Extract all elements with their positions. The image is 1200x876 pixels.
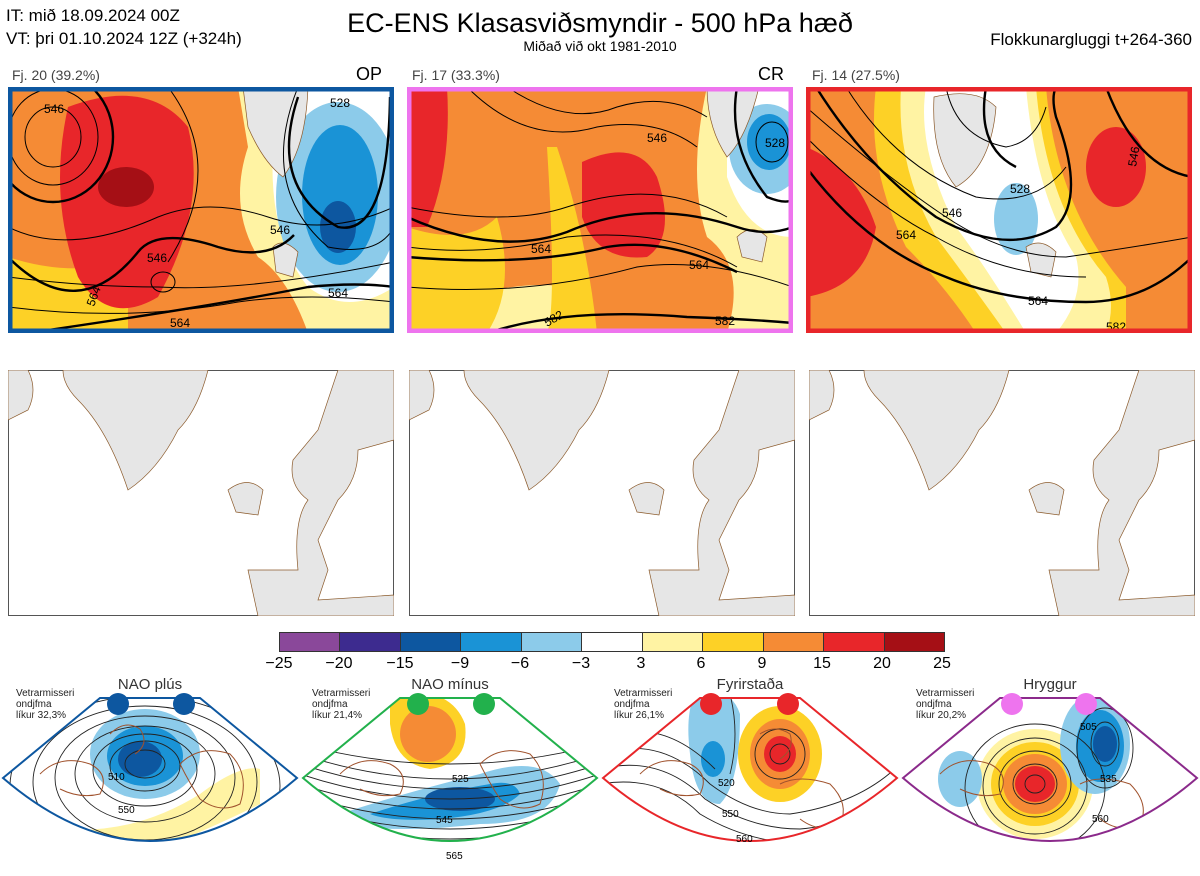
contour-label: 528 — [765, 136, 785, 150]
cluster-2-tag: CR — [758, 64, 784, 84]
colorbar-tick-label: 15 — [813, 655, 831, 672]
page-subtitle: Miðað við okt 1981-2010 — [523, 38, 677, 54]
contour-label: 564 — [84, 284, 104, 308]
cluster-2-map: 546 564 564 582 582 528 — [407, 87, 793, 333]
colorbar-tick-label: 6 — [696, 655, 706, 672]
colorbar-segment — [521, 633, 583, 651]
colorbar-segment — [824, 633, 885, 651]
cluster-3-caption: Fj. 14 (27.5%) — [812, 67, 900, 83]
contour-label: 546 — [1125, 145, 1142, 167]
regime-title: NAO plús — [117, 676, 183, 693]
contour-label: 528 — [1010, 182, 1030, 196]
regime-contour-label: 550 — [118, 805, 135, 816]
colorbar-tick-label: −6 — [510, 655, 530, 672]
regime-contour-label: 535 — [1100, 774, 1117, 785]
regime-contour-label: 520 — [718, 778, 735, 789]
colorbar-tick-label: −25 — [265, 655, 293, 672]
colorbar-tick-label: −20 — [325, 655, 353, 672]
classification-window: Flokkunargluggi t+264-360 — [990, 30, 1192, 49]
colorbar-segment — [461, 633, 522, 651]
base-map-3 — [809, 370, 1195, 616]
colorbar-segment — [340, 633, 401, 651]
contour-label: 546 — [942, 206, 962, 220]
colorbar-segment — [400, 633, 462, 651]
regime-nao-minus: 525 545 565 NAO mínus Vetrarmisseri ondjf… — [300, 674, 600, 871]
colorbar-segment — [280, 633, 341, 651]
regime-contour-label: 525 — [452, 774, 469, 785]
colorbar-segment — [763, 633, 825, 651]
contour-label: 564 — [689, 258, 709, 272]
regime-contour-label: 545 — [436, 815, 453, 826]
colorbar-tick-label: −15 — [386, 655, 414, 672]
regime-ridge: 505 535 560 Hryggur Vetrarmisseri ondjfma… — [900, 674, 1200, 871]
contour-label: 564 — [328, 286, 348, 300]
regime-contour-label: 565 — [446, 851, 463, 862]
contour-label: 546 — [147, 251, 167, 265]
colorbar-tick-label: 9 — [757, 655, 767, 672]
contour-label: 546 — [270, 223, 290, 237]
contour-label: 564 — [531, 242, 551, 256]
colorbar-segment — [884, 633, 944, 651]
cluster-3-map: 546 546 564 528 564 582 — [806, 87, 1192, 333]
regime-contour-label: 560 — [736, 834, 753, 845]
regime-note: Vetrarmisseri ondjfma líkur 20,2% — [916, 688, 975, 721]
colorbar-tick-label: −9 — [450, 655, 470, 672]
contour-label: 564 — [1028, 294, 1048, 308]
cluster-1-caption: Fj. 20 (39.2%) — [12, 67, 100, 83]
contour-label: 582 — [715, 314, 735, 328]
regime-title: NAO mínus — [411, 676, 489, 693]
contour-label: 528 — [330, 96, 350, 110]
cluster-1-map: 546 546 546 564 564 564 528 — [8, 87, 394, 333]
contour-label: 564 — [896, 228, 916, 242]
colorbar-tick-label: 20 — [873, 655, 891, 672]
regime-title: Hryggur — [1023, 676, 1077, 693]
contour-label: 546 — [44, 102, 64, 116]
regime-contour-label: 550 — [722, 809, 739, 820]
valid-time: VT: þri 01.10.2024 12Z (+324h) — [6, 29, 242, 48]
contour-label: 546 — [647, 131, 667, 145]
base-map-2 — [409, 370, 795, 616]
init-time: IT: mið 18.09.2024 00Z — [6, 6, 180, 25]
regime-blocking: 520 550 560 Fyrirstaða Vetrarmisseri ondj… — [600, 674, 900, 871]
contour-label: 564 — [170, 316, 190, 330]
header-info: IT: mið 18.09.2024 00Z VT: þri 01.10.202… — [6, 4, 242, 50]
regime-note: Vetrarmisseri ondjfma líkur 32,3% — [16, 688, 75, 721]
colorbar-segment — [703, 633, 764, 651]
cluster-1-tag: OP — [356, 64, 383, 84]
regime-contour-label: 505 — [1080, 722, 1097, 733]
colorbar-tick-label: 3 — [636, 655, 646, 672]
colorbar-segment — [642, 633, 704, 651]
cluster-2-caption: Fj. 17 (33.3%) — [412, 67, 500, 83]
regime-note: Vetrarmisseri ondjfma líkur 21,4% — [312, 688, 371, 721]
regime-contour-label: 560 — [1092, 814, 1109, 825]
page-title: EC-ENS Klasasviðsmyndir - 500 hPa hæð — [347, 8, 853, 38]
colorbar-tick-label: −3 — [571, 655, 591, 672]
regime-note: Vetrarmisseri ondjfma líkur 26,1% — [614, 688, 673, 721]
regime-contour-label: 510 — [108, 772, 125, 783]
regime-title: Fyrirstaða — [716, 676, 784, 693]
base-map-1 — [8, 370, 394, 616]
colorbar-segment — [582, 633, 643, 651]
colorbar-tick-label: 25 — [933, 655, 951, 672]
colorbar — [279, 632, 945, 652]
regime-nao-plus: 510 550 NAO plús Vetrarmisseri ondjfma lík… — [0, 674, 300, 871]
